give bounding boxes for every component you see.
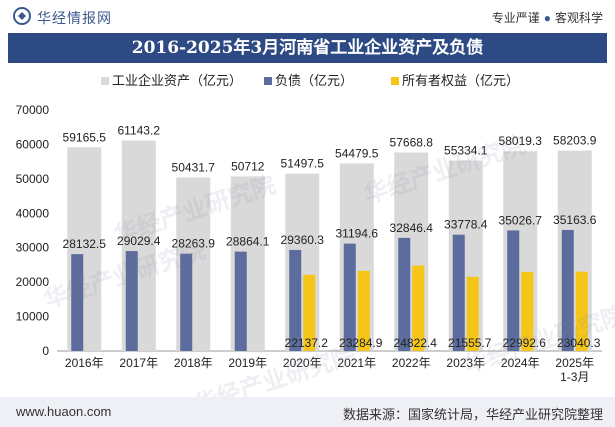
footer-source: 数据来源：国家统计局，华经产业研究院整理 <box>342 407 603 422</box>
asset-value-label: 59165.5 <box>63 130 107 144</box>
legend-label-0: 工业企业资产（亿元） <box>112 73 242 88</box>
tagline-left: 专业严谨 <box>491 11 540 25</box>
asset-value-label: 58203.9 <box>553 134 597 148</box>
x-tick-label: 2021年 <box>337 356 376 370</box>
equity-value-label: 23040.3 <box>557 336 601 350</box>
liability-bar <box>507 230 520 351</box>
liability-value-label: 28132.5 <box>63 237 107 251</box>
liability-value-label: 35026.7 <box>499 213 543 227</box>
x-tick-label: 2017年 <box>119 356 158 370</box>
liability-bar <box>452 234 465 351</box>
y-tick-label: 20000 <box>16 275 50 289</box>
liability-value-label: 33778.4 <box>444 218 488 232</box>
x-tick-label: 2018年 <box>174 356 213 370</box>
y-tick-label: 60000 <box>16 137 50 151</box>
equity-bar <box>412 265 425 351</box>
x-tick-label: 1-3月 <box>560 370 589 384</box>
bullet-dot-icon: ● <box>543 11 551 25</box>
x-tick-label: 2020年 <box>283 356 322 370</box>
top-bar: 华经情报网 专业严谨 ● 客观科学 <box>0 0 615 33</box>
y-tick-label: 10000 <box>16 310 50 324</box>
x-tick-label: 2025年 <box>555 356 594 370</box>
liability-bar <box>125 251 138 351</box>
liability-value-label: 29360.3 <box>281 233 325 247</box>
asset-value-label: 51497.5 <box>281 157 325 171</box>
legend-label-1: 负债（亿元） <box>275 73 353 88</box>
equity-value-label: 21555.7 <box>448 336 492 350</box>
brand-name: 华经情报网 <box>37 10 112 26</box>
equity-value-label: 24822.4 <box>394 336 438 350</box>
liability-bar <box>343 243 356 351</box>
asset-value-label: 57668.8 <box>390 135 434 149</box>
equity-value-label: 23284.9 <box>339 336 383 350</box>
legend-swatch-1 <box>264 77 272 85</box>
liability-value-label: 28263.9 <box>172 237 216 251</box>
asset-value-label: 50712 <box>231 159 265 173</box>
equity-value-label: 22992.6 <box>503 336 547 350</box>
liability-value-label: 32846.4 <box>390 221 434 235</box>
x-tick-label: 2024年 <box>501 356 540 370</box>
y-tick-label: 40000 <box>16 206 50 220</box>
bar-chart: 工业企业资产（亿元） 负债（亿元） 所有者权益（亿元） 0 10000 20000 3000… <box>16 73 602 384</box>
legend-label-2: 所有者权益（亿元） <box>402 73 519 88</box>
huajing-logo-icon <box>13 7 31 25</box>
equity-bar <box>521 271 534 351</box>
x-tick-label: 2022年 <box>392 356 431 370</box>
liability-value-label: 35163.6 <box>553 213 597 227</box>
equity-bar <box>575 271 588 351</box>
liability-bar <box>289 249 302 351</box>
legend-swatch-2 <box>391 77 399 85</box>
equity-bar <box>466 276 479 351</box>
y-tick-label: 0 <box>42 344 49 358</box>
y-tick-label: 70000 <box>16 103 50 117</box>
y-tick-label: 30000 <box>16 241 50 255</box>
footer-url: www.huaon.com <box>16 404 112 419</box>
footer-bar: www.huaon.com 数据来源：国家统计局，华经产业研究院整理 <box>0 397 615 427</box>
liability-value-label: 31194.6 <box>336 227 379 241</box>
liability-bar <box>234 251 247 351</box>
asset-value-label: 58019.3 <box>499 134 543 148</box>
asset-value-label: 50431.7 <box>172 160 216 174</box>
liability-bar <box>180 253 193 351</box>
liability-value-label: 28864.1 <box>226 235 270 249</box>
title-bar: 2016-2025年3月河南省工业企业资产及负债 <box>8 33 607 63</box>
liability-bar <box>398 237 411 351</box>
asset-value-label: 54479.5 <box>335 146 379 160</box>
x-tick-label: 2023年 <box>446 356 485 370</box>
x-tick-label: 2016年 <box>65 356 104 370</box>
tagline-right: 客观科学 <box>554 11 603 25</box>
y-tick-label: 50000 <box>16 172 50 186</box>
asset-value-label: 61143.2 <box>118 123 161 137</box>
equity-value-label: 22137.2 <box>285 336 329 350</box>
tagline: 专业严谨 ● 客观科学 <box>492 9 603 26</box>
liability-bar <box>561 229 574 351</box>
x-tick-label: 2019年 <box>228 356 267 370</box>
equity-bar <box>303 274 316 351</box>
legend-swatch-0 <box>101 77 109 85</box>
chart-title: 2016-2025年3月河南省工业企业资产及负债 <box>131 38 484 58</box>
equity-bar <box>357 270 370 351</box>
asset-value-label: 55334.1 <box>444 143 488 157</box>
liability-bar <box>71 254 84 351</box>
liability-value-label: 29029.4 <box>117 234 161 248</box>
